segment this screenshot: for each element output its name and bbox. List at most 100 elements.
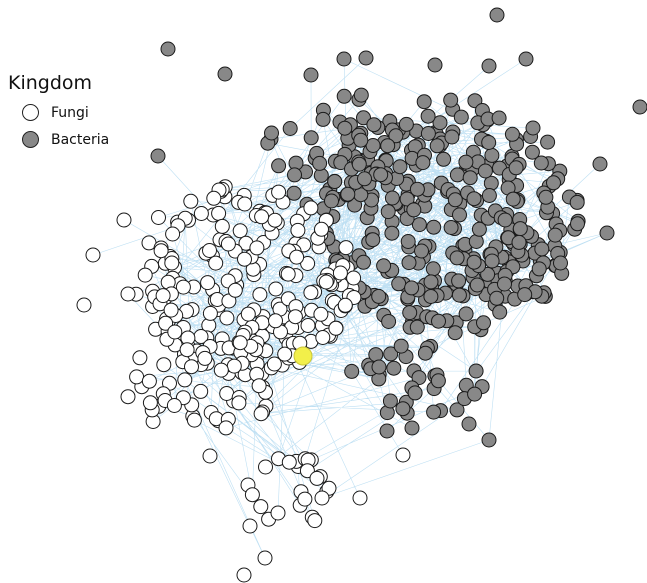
fungi-node xyxy=(266,356,282,372)
bacteria-node xyxy=(324,193,339,209)
fungi-node xyxy=(116,212,132,228)
fungi-node xyxy=(254,209,270,225)
bacteria-node xyxy=(420,126,436,141)
fungi-node xyxy=(395,447,411,463)
fungi-node xyxy=(281,454,297,470)
fungi-node xyxy=(184,359,199,375)
bacteria-node xyxy=(484,147,500,163)
bacteria-node xyxy=(449,402,465,418)
bacteria-node xyxy=(432,115,448,131)
fungi-node xyxy=(240,306,256,322)
fungi-node xyxy=(193,383,209,399)
bacteria-node xyxy=(452,207,467,223)
legend-label-fungi: Fungi xyxy=(51,104,89,121)
bacteria-node xyxy=(449,250,465,266)
bacteria-node xyxy=(484,253,500,269)
bacteria-node xyxy=(599,225,615,241)
bacteria-node xyxy=(287,167,302,183)
bacteria-node xyxy=(336,51,352,67)
fungi-node xyxy=(244,487,260,503)
fungi-node xyxy=(220,236,236,252)
bacteria-node xyxy=(477,163,493,179)
bacteria-node xyxy=(376,258,392,274)
bacteria-node xyxy=(462,170,478,186)
bacteria-node xyxy=(373,167,389,183)
fungi-node xyxy=(76,297,92,313)
bacteria-node xyxy=(518,51,534,67)
fungi-node xyxy=(338,240,354,256)
fungi-node xyxy=(153,243,169,259)
bacteria-node xyxy=(524,144,540,160)
bacteria-node xyxy=(344,363,360,379)
bacteria-node xyxy=(407,385,423,401)
fungi-node xyxy=(85,247,101,263)
bacteria-node xyxy=(392,159,408,175)
legend-item-bacteria: Bacteria xyxy=(22,131,109,148)
bacteria-node xyxy=(480,266,496,282)
bacteria-node xyxy=(282,121,298,136)
fungi-node xyxy=(267,212,283,228)
fungi-node xyxy=(315,330,331,345)
bacteria-node xyxy=(430,373,446,389)
bacteria-node xyxy=(358,50,374,66)
bacteria-node xyxy=(150,148,166,164)
bacteria-node xyxy=(351,156,367,172)
fungi-node xyxy=(231,395,247,411)
bacteria-node xyxy=(384,225,400,241)
bacteria-node xyxy=(303,130,319,146)
bacteria-node xyxy=(409,181,425,197)
legend: Kingdom Fungi Bacteria xyxy=(8,72,109,148)
fungi-node xyxy=(155,288,171,304)
fungi-node xyxy=(166,398,182,413)
bacteria-node xyxy=(469,277,485,293)
bacteria-node xyxy=(481,135,497,150)
bacteria-node xyxy=(531,261,547,277)
fungi-node xyxy=(206,190,222,206)
fungi-node xyxy=(253,499,269,515)
bacteria-node xyxy=(380,138,396,154)
fungi-node xyxy=(287,309,303,325)
bacteria-node xyxy=(570,216,585,232)
bacteria-node xyxy=(632,99,647,115)
fungi-node xyxy=(236,567,252,583)
fungi-node xyxy=(226,358,242,374)
fungi-node xyxy=(214,218,230,234)
bacteria-node xyxy=(429,138,445,154)
bacteria-node xyxy=(368,347,384,363)
bacteria-node xyxy=(517,287,533,303)
bacteria-node xyxy=(471,221,487,237)
bacteria-node xyxy=(538,189,554,205)
highlighted-node xyxy=(293,346,313,366)
bacteria-node xyxy=(315,111,331,127)
bacteria-node xyxy=(411,217,427,233)
bacteria-node xyxy=(491,110,507,126)
bacteria-node xyxy=(264,125,279,141)
bacteria-node xyxy=(336,88,352,104)
fungi-node xyxy=(219,386,235,401)
bacteria-node xyxy=(382,393,398,409)
fungi-node xyxy=(328,320,344,336)
fungi-node xyxy=(318,274,334,290)
bacteria-node xyxy=(553,255,568,271)
bacteria-node xyxy=(476,315,491,331)
bacteria-node xyxy=(399,191,415,207)
fungi-node xyxy=(277,346,293,362)
bacteria-node xyxy=(497,276,512,292)
bacteria-node xyxy=(379,423,395,439)
bacteria-node xyxy=(386,360,402,376)
bacteria-node xyxy=(447,325,463,341)
fungi-node xyxy=(313,306,329,322)
bacteria-node xyxy=(451,273,467,289)
bacteria-node xyxy=(353,132,369,148)
fungi-node xyxy=(219,310,235,326)
fungi-node xyxy=(202,448,218,464)
fungi-node xyxy=(303,200,319,216)
bacteria-node xyxy=(404,420,420,436)
bacteria-node xyxy=(481,432,497,448)
bacteria-node xyxy=(402,305,418,321)
bacteria-node xyxy=(449,167,465,183)
legend-title: Kingdom xyxy=(8,72,93,94)
bacteria-node xyxy=(540,134,556,150)
fungi-node xyxy=(200,275,216,291)
